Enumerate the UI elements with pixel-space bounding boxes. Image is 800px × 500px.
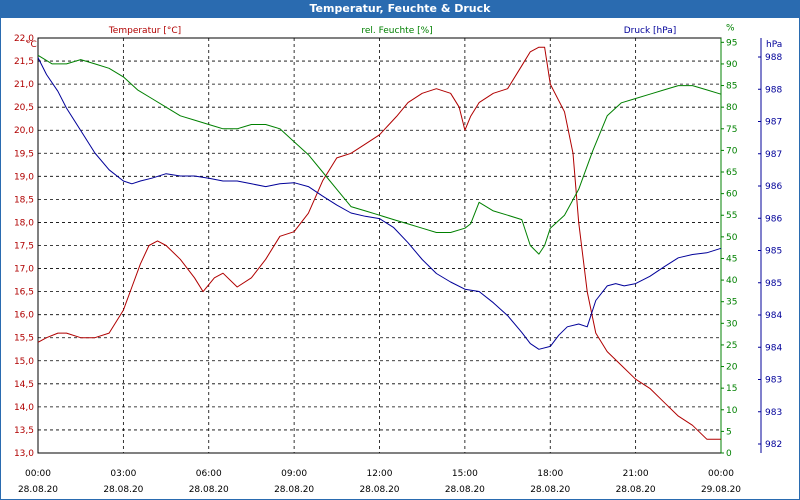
temperature-tick-label: 19,0 (14, 172, 34, 182)
date-tick-label: 28.08.20 (359, 485, 399, 495)
temperature-tick-label: 13,5 (14, 426, 34, 436)
time-tick-label: 12:00 (367, 469, 393, 479)
pressure-tick-label: 988 (765, 53, 782, 63)
humidity-tick-label: 65 (726, 168, 737, 178)
series-line-pressure (37, 57, 722, 350)
legend-humidity: rel. Feuchte [%] (361, 26, 432, 36)
humidity-tick-label: 45 (726, 254, 737, 264)
pressure-axis: 982 983 983 984 984 985 985 986 986 987 987 988 988 (758, 38, 782, 453)
pressure-unit-label: hPa (766, 40, 782, 50)
temperature-tick-label: 20,5 (14, 103, 34, 113)
temperature-tick-label: 17,5 (14, 242, 34, 252)
temperature-tick-label: 21,5 (14, 57, 34, 67)
pressure-tick-label: 987 (765, 150, 782, 160)
temperature-tick-label: 14,0 (14, 403, 34, 413)
humidity-tick-label: 60 (726, 190, 738, 200)
humidity-tick-label: 35 (726, 298, 737, 308)
pressure-tick-label: 985 (765, 247, 782, 257)
time-tick-label: 21:00 (623, 469, 649, 479)
series-line-temperature (37, 46, 721, 440)
temperature-tick-label: 20,0 (14, 126, 34, 136)
temperature-tick-label: 16,0 (14, 311, 34, 321)
pressure-tick-label: 984 (765, 311, 782, 321)
temperature-tick-label: 18,5 (14, 195, 34, 205)
humidity-tick-label: 15 (726, 384, 737, 394)
pressure-tick-label: 983 (765, 408, 782, 418)
time-tick-label: 03:00 (110, 469, 136, 479)
pressure-tick-label: 986 (765, 214, 782, 224)
time-tick-label: 06:00 (196, 469, 222, 479)
humidity-tick-label: 55 (726, 211, 737, 221)
temperature-tick-label: 14,5 (14, 380, 34, 390)
humidity-tick-label: 20 (726, 363, 738, 373)
humidity-tick-label: 75 (726, 125, 737, 135)
temperature-tick-label: 21,0 (14, 80, 34, 90)
temperature-tick-label: 19,5 (14, 149, 34, 159)
time-tick-label: 00:00 (708, 469, 734, 479)
pressure-tick-label: 983 (765, 376, 782, 386)
time-tick-label: 00:00 (25, 469, 51, 479)
temperature-axis: 13,0 13,5 14,0 14,5 15,0 15,5 16,0 16,5 17,0 17,5… (14, 34, 34, 459)
humidity-tick-label: 95 (726, 38, 737, 48)
pressure-tick-label: 982 (765, 440, 782, 450)
temperature-tick-label: 15,5 (14, 334, 34, 344)
time-tick-label: 18:00 (537, 469, 563, 479)
pressure-tick-label: 987 (765, 118, 782, 128)
grid-lines (38, 38, 721, 453)
humidity-tick-label: 10 (726, 406, 738, 416)
humidity-axis: 0 5 10 15 20 25 30 35 40 45 50 55 60 65 70 75 80 85 90 95% (720, 23, 738, 459)
date-tick-label: 28.08.20 (18, 485, 58, 495)
humidity-tick-label: 30 (726, 319, 738, 329)
temperature-tick-label: 22,0 (14, 34, 34, 44)
pressure-tick-label: 986 (765, 182, 782, 192)
data-series (37, 46, 722, 440)
temperature-tick-label: 17,0 (14, 265, 34, 275)
pressure-tick-label: 984 (765, 343, 782, 353)
humidity-tick-label: 50 (726, 233, 738, 243)
date-tick-label: 28.08.20 (103, 485, 143, 495)
humidity-tick-label: 25 (726, 341, 737, 351)
humidity-tick-label: 5 (726, 427, 732, 437)
humidity-tick-label: 85 (726, 82, 737, 92)
humidity-tick-label: 40 (726, 276, 738, 286)
legend-pressure: Druck [hPa] (624, 26, 677, 36)
humidity-unit-label: % (726, 23, 735, 33)
date-tick-label: 28.08.20 (530, 485, 570, 495)
temperature-tick-label: 13,0 (14, 449, 34, 459)
pressure-tick-label: 985 (765, 279, 782, 289)
time-tick-label: 09:00 (281, 469, 307, 479)
temperature-tick-label: 18,0 (14, 218, 34, 228)
temperature-tick-label: 15,0 (14, 357, 34, 367)
series-line-humidity (37, 54, 722, 255)
temperature-tick-label: 16,5 (14, 288, 34, 298)
pressure-tick-label: 988 (765, 85, 782, 95)
legend-temperature: Temperatur [°C] (108, 26, 181, 36)
window-title: Temperatur, Feuchte & Druck (0, 0, 800, 17)
humidity-tick-label: 80 (726, 103, 738, 113)
time-axis: 00:00 28.08.20 03:00 28.08.20 06:00 28.08.20 0… (18, 469, 741, 495)
date-tick-label: 28.08.20 (274, 485, 314, 495)
time-tick-label: 15:00 (452, 469, 478, 479)
humidity-tick-label: 0 (726, 449, 732, 459)
humidity-tick-label: 90 (726, 60, 738, 70)
date-tick-label: 28.08.20 (616, 485, 656, 495)
humidity-tick-label: 70 (726, 146, 738, 156)
date-tick-label: 28.08.20 (445, 485, 485, 495)
date-tick-label: 28.08.20 (189, 485, 229, 495)
temperature-unit-label: °C (26, 40, 37, 50)
date-tick-label: 29.08.20 (701, 485, 741, 495)
